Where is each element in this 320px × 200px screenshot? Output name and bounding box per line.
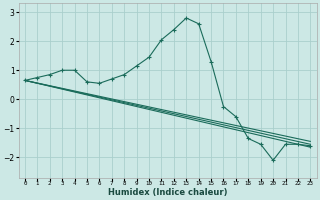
X-axis label: Humidex (Indice chaleur): Humidex (Indice chaleur) [108, 188, 228, 197]
